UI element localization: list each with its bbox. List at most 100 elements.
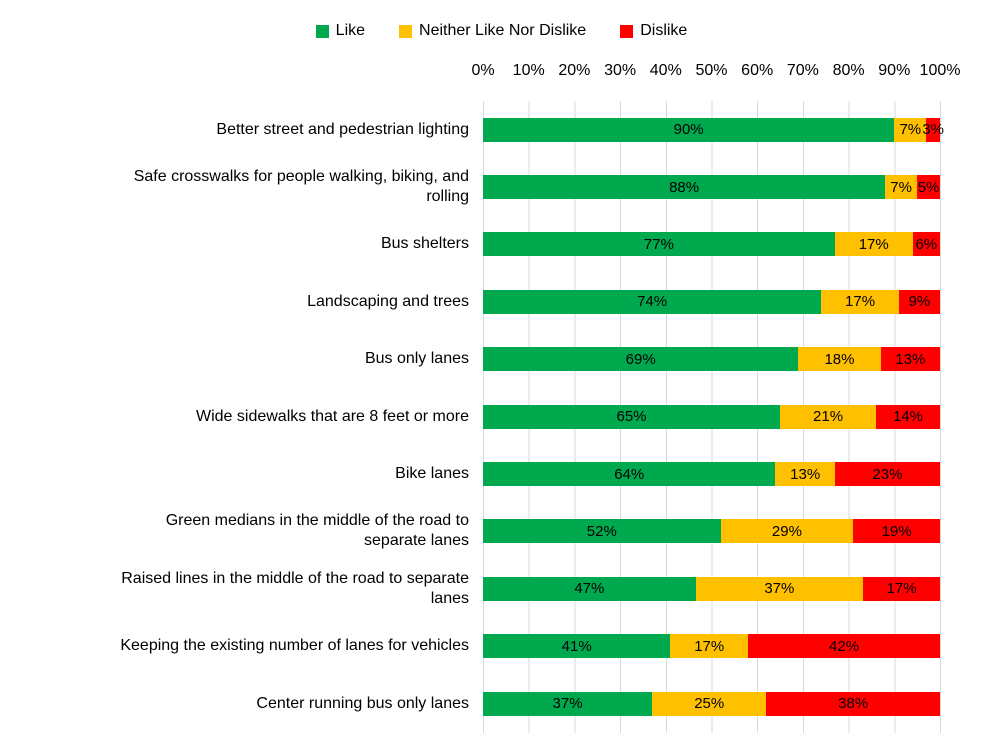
bar-track: 37% 25% 38%: [483, 691, 940, 716]
x-tick-label: 20%: [558, 62, 591, 79]
legend-swatch-neither-like-nor-dislike: [399, 24, 413, 38]
category-label: Bike lanes: [395, 465, 469, 483]
category-label: Keeping the existing number of lanes for…: [120, 637, 469, 655]
bar-segment-like: 90%: [483, 117, 895, 142]
data-label: 17%: [694, 637, 725, 655]
data-label: 23%: [872, 465, 903, 483]
bar-segment-neither-like-nor-dislike: 7%: [885, 175, 918, 200]
legend-label: Neither Like Nor Dislike: [419, 22, 587, 39]
chart-row: Keeping the existing number of lanes for…: [0, 618, 1003, 675]
bar-track: 88% 7% 5%: [483, 175, 940, 200]
data-label: 7%: [890, 178, 912, 196]
data-label: 13%: [895, 350, 926, 368]
bar-track: 90% 7% 3%: [483, 117, 944, 142]
bar-segment-dislike: 9%: [898, 289, 940, 314]
bar-segment-like: 52%: [483, 519, 721, 544]
chart-rows: Better street and pedestrian lighting 90…: [0, 101, 1003, 732]
chart-row: Green medians in the middle of the road …: [0, 503, 1003, 560]
plot-area: Better street and pedestrian lighting 90…: [0, 101, 1003, 733]
data-label: 77%: [643, 235, 674, 253]
bar-segment-neither-like-nor-dislike: 37%: [695, 576, 864, 601]
data-label: 17%: [845, 293, 876, 311]
bar-track: 69% 18% 13%: [483, 347, 940, 372]
data-label: 69%: [625, 350, 656, 368]
data-label: 14%: [892, 408, 924, 426]
bar-segment-like: 65%: [483, 404, 781, 429]
x-tick-label: 50%: [695, 62, 728, 79]
data-label: 17%: [858, 235, 889, 253]
bar-segment-neither-like-nor-dislike: 25%: [652, 691, 767, 716]
bar-track: 74% 17% 9%: [483, 289, 940, 314]
bar-segment-like: 69%: [483, 347, 799, 372]
category-label: Bus shelters: [380, 235, 469, 253]
bar-segment-neither-like-nor-dislike: 13%: [775, 462, 835, 487]
bar-segment-neither-like-nor-dislike: 7%: [894, 117, 927, 142]
bar-segment-dislike: 38%: [766, 691, 940, 716]
bar-segment-like: 88%: [483, 175, 886, 200]
data-label: 37%: [764, 580, 795, 598]
data-label: 74%: [637, 293, 668, 311]
chart-row: Raised lines in the middle of the road t…: [0, 560, 1003, 617]
legend-item-like: Like: [315, 21, 366, 41]
x-tick-label: 10%: [512, 62, 545, 79]
bar-segment-like: 37%: [483, 691, 653, 716]
bar-track: 47% 37% 17%: [483, 576, 940, 601]
chart-row: Wide sidewalks that are 8 feet or more 6…: [0, 388, 1003, 445]
category-label: Safe crosswalks for people walking, biki…: [133, 168, 469, 206]
bar-segment-neither-like-nor-dislike: 17%: [821, 289, 899, 314]
data-label: 64%: [614, 465, 645, 483]
bar-segment-dislike: 19%: [853, 519, 940, 544]
chart-row: Safe crosswalks for people walking, biki…: [0, 158, 1003, 215]
x-tick-label: 90%: [878, 62, 911, 79]
legend-label: Dislike: [640, 22, 688, 39]
bar-segment-dislike: 13%: [880, 347, 940, 372]
x-tick-label: 40%: [649, 62, 682, 79]
chart-row: Center running bus only lanes 37% 25% 38%: [0, 675, 1003, 732]
bar-segment-neither-like-nor-dislike: 21%: [780, 404, 877, 429]
category-label: Raised lines in the middle of the road t…: [121, 569, 469, 607]
chart-row: Bus shelters 77% 17% 6%: [0, 216, 1003, 273]
bar-segment-dislike: 42%: [748, 634, 940, 659]
bar-segment-neither-like-nor-dislike: 29%: [720, 519, 854, 544]
data-label: 41%: [561, 637, 592, 655]
data-label: 42%: [829, 637, 860, 655]
data-label: 88%: [669, 178, 700, 196]
chart-row: Bike lanes 64% 13% 23%: [0, 445, 1003, 502]
data-label: 47%: [574, 580, 605, 598]
legend: Like Neither Like Nor Dislike Dislike: [0, 0, 1003, 42]
bar-segment-like: 41%: [483, 634, 671, 659]
x-tick-label: 30%: [604, 62, 637, 79]
bar-segment-like: 64%: [483, 462, 776, 487]
x-tick-label: 80%: [832, 62, 865, 79]
bar-segment-dislike: 17%: [863, 576, 940, 601]
bar-track: 52% 29% 19%: [483, 519, 940, 544]
data-label: 37%: [552, 695, 583, 713]
legend-swatch-like: [315, 24, 329, 38]
category-label: Wide sidewalks that are 8 feet or more: [195, 407, 469, 425]
data-label: 17%: [886, 580, 917, 598]
bar-segment-dislike: 23%: [834, 462, 940, 487]
x-axis: 0% 10% 20% 30% 40% 50% 60% 70% 80% 90% 100%: [471, 62, 960, 84]
legend-swatch-dislike: [620, 24, 634, 38]
data-label: 6%: [915, 235, 938, 253]
bar-segment-dislike: 5%: [917, 175, 940, 200]
x-tick-label: 70%: [786, 62, 819, 79]
bar-segment-neither-like-nor-dislike: 17%: [670, 634, 749, 659]
data-label: 29%: [771, 522, 802, 540]
bar-segment-like: 77%: [483, 232, 835, 257]
bar-track: 41% 17% 42%: [483, 634, 940, 659]
category-label: Green medians in the middle of the road …: [165, 512, 469, 550]
chart-row: Bus only lanes 69% 18% 13%: [0, 331, 1003, 388]
data-label: 90%: [673, 121, 704, 139]
data-label: 19%: [881, 522, 912, 540]
data-label: 21%: [813, 408, 844, 426]
bar-segment-like: 47%: [483, 576, 696, 601]
category-label: Landscaping and trees: [307, 292, 469, 310]
bar-track: 77% 17% 6%: [483, 232, 940, 257]
bar-track: 64% 13% 23%: [483, 462, 940, 487]
bar-segment-dislike: 6%: [912, 232, 940, 257]
data-label: 52%: [586, 522, 617, 540]
legend-label: Like: [335, 22, 366, 39]
bar-track: 65% 21% 14%: [483, 404, 940, 429]
